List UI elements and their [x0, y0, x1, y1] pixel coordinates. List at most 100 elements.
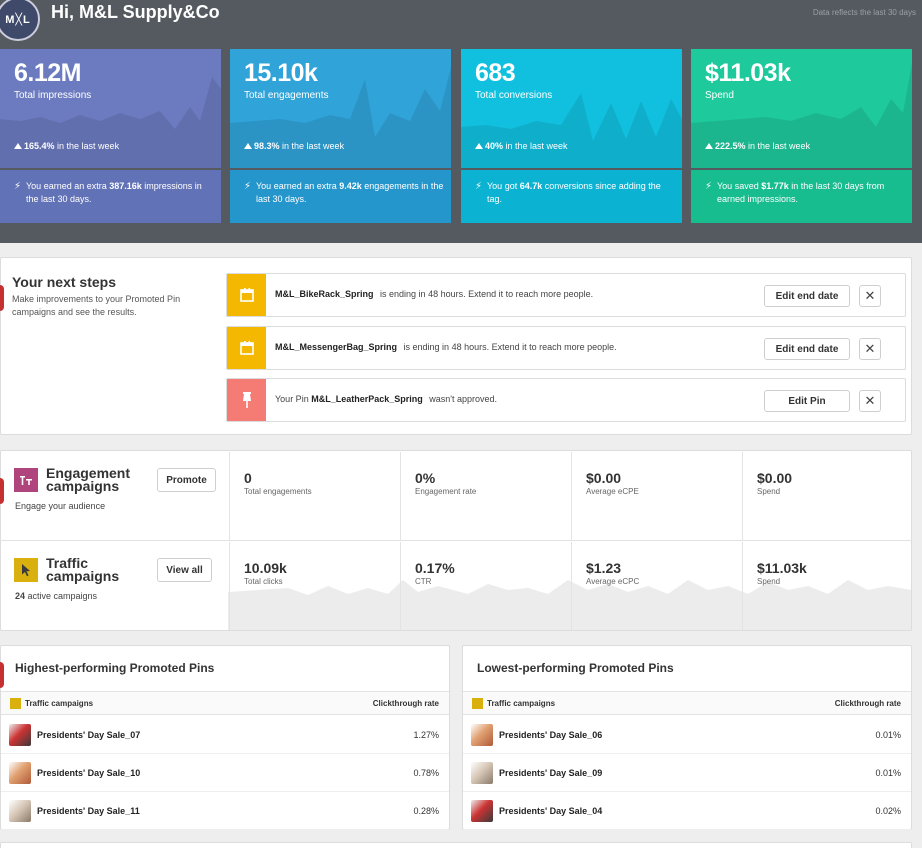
campaign-metric: $1.23 Average eCPC — [586, 560, 639, 586]
pin-name[interactable]: Presidents' Day Sale_06 — [499, 730, 603, 740]
campaign-title-line2: campaigns — [46, 568, 120, 584]
metric-divider — [229, 452, 230, 540]
data-range-note: Data reflects the last 30 days — [812, 8, 916, 17]
view-all-button[interactable]: View all — [157, 558, 212, 582]
stat-label: Total engagements — [244, 90, 329, 101]
lowest-col-campaigns[interactable]: Traffic campaigns — [487, 699, 556, 708]
stat-trend-area — [0, 77, 221, 168]
pin-name[interactable]: Presidents' Day Sale_07 — [37, 730, 141, 740]
insight-suffix: in the last 30 days from earned impressi… — [717, 181, 885, 204]
pin-row[interactable]: Presidents' Day Sale_11 0.28% — [1, 792, 449, 830]
stat-change: 165.4% in the last week — [14, 141, 119, 151]
metric-divider — [400, 452, 401, 540]
up-arrow-icon — [475, 143, 483, 149]
up-arrow-icon — [244, 143, 252, 149]
metric-value: $0.00 — [586, 470, 622, 486]
metric-value: 0 — [244, 470, 252, 486]
metric-label: Average eCPC — [586, 577, 640, 586]
stat-card[interactable]: $11.03k Spend 222.5% in the last week ⚡ You … — [691, 49, 912, 223]
pin-thumbnail — [9, 800, 31, 822]
stat-value: 683 — [475, 59, 516, 87]
next-step-alert: M&L_BikeRack_Spring is ending in 48 hour… — [226, 273, 906, 317]
insight-highlight: 387.16k — [109, 181, 142, 191]
pin-row[interactable]: Presidents' Day Sale_06 0.01% — [463, 716, 911, 754]
stat-card[interactable]: 683 Total conversions 40% in the last week… — [461, 49, 682, 223]
insight-highlight: 64.7k — [519, 181, 543, 191]
pin-row[interactable]: Presidents' Day Sale_10 0.78% — [1, 754, 449, 792]
campaign-metric: 0.17% CTR — [415, 560, 455, 586]
pin-name[interactable]: Presidents' Day Sale_11 — [37, 806, 140, 816]
highest-pins-header: Traffic campaigns Clickthrough rate — [1, 691, 449, 715]
highest-col-ctr[interactable]: Clickthrough rate — [372, 699, 439, 708]
stat-change-suffix: in the last week — [503, 141, 568, 151]
campaign-metric: 0 Total engagements — [244, 470, 312, 496]
campaign-title-line2: campaigns — [46, 478, 120, 494]
dismiss-alert-button[interactable]: ✕ — [859, 285, 881, 307]
insight-prefix: You earned an extra — [256, 181, 340, 191]
pin-row[interactable]: Presidents' Day Sale_09 0.01% — [463, 754, 911, 792]
pin-name[interactable]: Presidents' Day Sale_04 — [499, 806, 603, 816]
greeting-title: Hi, M&L Supply&Co — [51, 2, 220, 22]
campaign-title-line1: Engagement — [46, 465, 131, 481]
alert-message: Your Pin M&L_LeatherPack_Spring wasn't a… — [275, 394, 497, 404]
highest-col-campaigns[interactable]: Traffic campaigns — [25, 699, 94, 708]
stat-insight-text: ⚡ You earned an extra 9.42k engagements i… — [244, 180, 444, 206]
pin-thumbnail — [9, 724, 31, 746]
stat-trend-area — [461, 93, 682, 168]
next-section-panel — [0, 842, 912, 848]
campaign-subtitle: 24 active campaigns — [15, 591, 97, 601]
next-step-alert: Your Pin M&L_LeatherPack_Spring wasn't a… — [226, 378, 906, 422]
alert-action-button[interactable]: Edit Pin — [764, 390, 850, 412]
metric-divider — [571, 542, 572, 630]
metric-value: $11.03k — [757, 560, 807, 576]
next-step-alert: M&L_MessengerBag_Spring is ending in 48 … — [226, 326, 906, 370]
stat-card[interactable]: 15.10k Total engagements 98.3% in the last… — [230, 49, 451, 223]
promote-button[interactable]: Promote — [157, 468, 216, 492]
up-arrow-icon — [705, 143, 713, 149]
pin-row[interactable]: Presidents' Day Sale_04 0.02% — [463, 792, 911, 830]
pin-row[interactable]: Presidents' Day Sale_07 1.27% — [1, 716, 449, 754]
campaign-subtitle-text: active campaigns — [25, 591, 98, 601]
dismiss-alert-button[interactable]: ✕ — [859, 338, 881, 360]
engagement-campaign-icon — [14, 468, 38, 492]
stat-card[interactable]: 6.12M Total impressions 165.4% in the last… — [0, 49, 221, 223]
alert-suffix: is ending in 48 hours. Extend it to reac… — [401, 342, 617, 352]
metric-divider — [229, 542, 230, 630]
stat-value: $11.03k — [705, 59, 791, 87]
metric-divider — [571, 452, 572, 540]
lowest-col-ctr[interactable]: Clickthrough rate — [834, 699, 901, 708]
stat-insight-text: ⚡ You earned an extra 387.16k impressions… — [14, 180, 214, 206]
alert-action-button[interactable]: Edit end date — [764, 338, 850, 360]
stat-change: 98.3% in the last week — [244, 141, 344, 151]
insight-prefix: You saved — [717, 181, 762, 191]
pin-ctr: 0.78% — [413, 768, 439, 778]
alert-suffix: is ending in 48 hours. Extend it to reac… — [377, 289, 594, 299]
stat-label: Total impressions — [14, 90, 92, 101]
stat-change: 222.5% in the last week — [705, 141, 810, 151]
campaigns-marker — [0, 478, 4, 504]
metric-label: CTR — [415, 577, 432, 586]
stat-card-summary: 683 Total conversions 40% in the last week — [461, 49, 682, 168]
insight-prefix: You earned an extra — [26, 181, 110, 191]
pin-ctr: 0.01% — [875, 768, 901, 778]
up-arrow-icon — [14, 143, 22, 149]
pin-name[interactable]: Presidents' Day Sale_09 — [499, 768, 603, 778]
pin-name[interactable]: Presidents' Day Sale_10 — [37, 768, 141, 778]
insight-suffix: conversions since adding the tag. — [487, 181, 661, 204]
alert-action-button[interactable]: Edit end date — [764, 285, 850, 307]
metric-label: Total clicks — [244, 577, 283, 586]
calendar-icon — [227, 327, 266, 369]
highest-pins-title: Highest-performing Promoted Pins — [15, 661, 215, 675]
stat-change-value: 40% — [485, 141, 504, 151]
campaign-metric: $0.00 Spend — [757, 470, 792, 496]
campaign-metric: 0% Engagement rate — [415, 470, 476, 496]
metric-value: 10.09k — [244, 560, 287, 576]
alert-message: M&L_BikeRack_Spring is ending in 48 hour… — [275, 289, 593, 299]
stat-card-insight: ⚡ You got 64.7k conversions since adding … — [461, 170, 682, 223]
stat-change-suffix: in the last week — [54, 141, 120, 151]
traffic-sparkline-bg — [228, 580, 911, 630]
dismiss-alert-button[interactable]: ✕ — [859, 390, 881, 412]
brand-logo[interactable]: M╳L — [0, 0, 40, 41]
lowest-pins-header: Traffic campaigns Clickthrough rate — [463, 691, 911, 715]
highest-pins-panel — [0, 645, 450, 830]
